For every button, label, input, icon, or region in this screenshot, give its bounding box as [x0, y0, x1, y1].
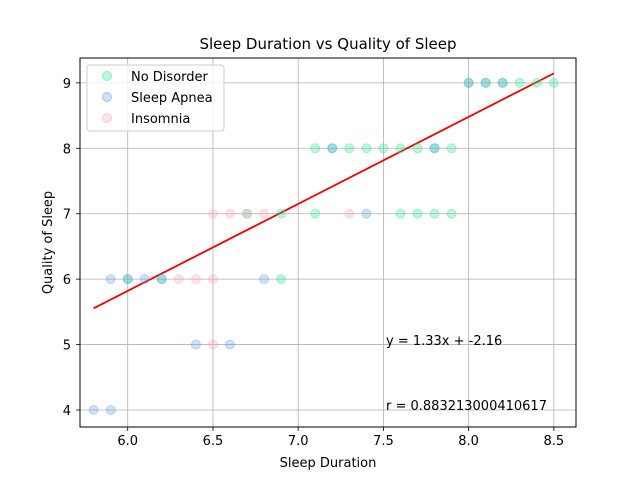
point-insomnia — [207, 208, 218, 219]
point-no-disorder — [548, 77, 559, 88]
point-insomnia — [344, 208, 355, 219]
point-sleep-apnea — [497, 77, 508, 88]
point-insomnia — [242, 208, 253, 219]
point-insomnia — [259, 208, 270, 219]
point-no-disorder — [429, 143, 440, 154]
point-no-disorder — [378, 143, 389, 154]
x-tick-label: 6.0 — [117, 434, 138, 449]
point-insomnia — [207, 339, 218, 350]
point-sleep-apnea — [429, 143, 440, 154]
x-tick-label: 8.0 — [458, 434, 479, 449]
point-sleep-apnea — [139, 274, 150, 285]
point-no-disorder — [531, 77, 542, 88]
x-tick-label: 6.5 — [203, 434, 224, 449]
y-tick-label: 9 — [63, 77, 71, 92]
point-no-disorder — [122, 274, 133, 285]
legend-label-insomnia: Insomnia — [131, 112, 190, 127]
point-no-disorder — [412, 208, 423, 219]
point-no-disorder — [446, 143, 457, 154]
point-no-disorder — [429, 208, 440, 219]
point-sleep-apnea — [105, 404, 116, 415]
point-no-disorder — [276, 274, 287, 285]
regression-layer — [93, 72, 555, 310]
point-no-disorder — [395, 208, 406, 219]
data-points — [88, 77, 559, 415]
y-tick-label: 4 — [63, 404, 71, 419]
legend-box — [86, 64, 225, 132]
point-no-disorder — [395, 143, 406, 154]
y-tick-label: 6 — [63, 273, 71, 288]
x-tick-label: 7.0 — [288, 434, 309, 449]
point-no-disorder — [276, 208, 287, 219]
point-no-disorder — [156, 274, 167, 285]
x-tick-label: 8.5 — [543, 434, 564, 449]
point-no-disorder — [327, 143, 338, 154]
regression-line — [93, 72, 555, 310]
point-sleep-apnea — [327, 143, 338, 154]
legend-marker-no-disorder — [102, 71, 112, 81]
y-axis-ticks: 4 5 6 7 8 9 — [63, 77, 80, 419]
y-tick-label: 8 — [63, 142, 71, 157]
point-sleep-apnea — [156, 274, 167, 285]
point-no-disorder — [463, 77, 474, 88]
point-sleep-apnea — [224, 339, 235, 350]
y-tick-label: 7 — [63, 208, 71, 223]
y-axis-label: Quality of Sleep — [41, 191, 56, 294]
plot-frame — [79, 57, 577, 428]
point-sleep-apnea — [88, 404, 99, 415]
point-no-disorder — [344, 143, 355, 154]
point-no-disorder — [310, 143, 321, 154]
chart-title: Sleep Duration vs Quality of Sleep — [199, 35, 456, 53]
point-no-disorder — [361, 143, 372, 154]
point-sleep-apnea — [105, 274, 116, 285]
legend-label-sleep-apnea: Sleep Apnea — [131, 91, 213, 106]
point-no-disorder — [446, 208, 457, 219]
point-insomnia — [173, 274, 184, 285]
point-insomnia — [224, 208, 235, 219]
point-sleep-apnea — [463, 77, 474, 88]
point-no-disorder — [412, 143, 423, 154]
legend-marker-insomnia — [102, 113, 112, 123]
correlation-label: r = 0.883213000410617 — [386, 399, 547, 414]
point-sleep-apnea — [259, 274, 270, 285]
point-no-disorder — [497, 77, 508, 88]
legend: No Disorder Sleep Apnea Insomnia — [86, 64, 225, 132]
point-no-disorder — [242, 208, 253, 219]
point-no-disorder — [310, 208, 321, 219]
point-insomnia — [207, 274, 218, 285]
point-insomnia — [190, 274, 201, 285]
y-tick-label: 5 — [63, 339, 71, 354]
point-sleep-apnea — [190, 339, 201, 350]
legend-label-no-disorder: No Disorder — [131, 70, 209, 85]
legend-marker-sleep-apnea — [102, 92, 112, 102]
point-sleep-apnea — [122, 274, 133, 285]
point-no-disorder — [480, 77, 491, 88]
x-axis-label: Sleep Duration — [280, 456, 377, 471]
point-sleep-apnea — [361, 208, 372, 219]
regression-equation: y = 1.33x + -2.16 — [386, 334, 502, 349]
x-axis-ticks: 6.0 6.5 7.0 7.5 8.0 8.5 — [117, 427, 564, 449]
x-tick-label: 7.5 — [373, 434, 394, 449]
point-no-disorder — [514, 77, 525, 88]
point-sleep-apnea — [480, 77, 491, 88]
